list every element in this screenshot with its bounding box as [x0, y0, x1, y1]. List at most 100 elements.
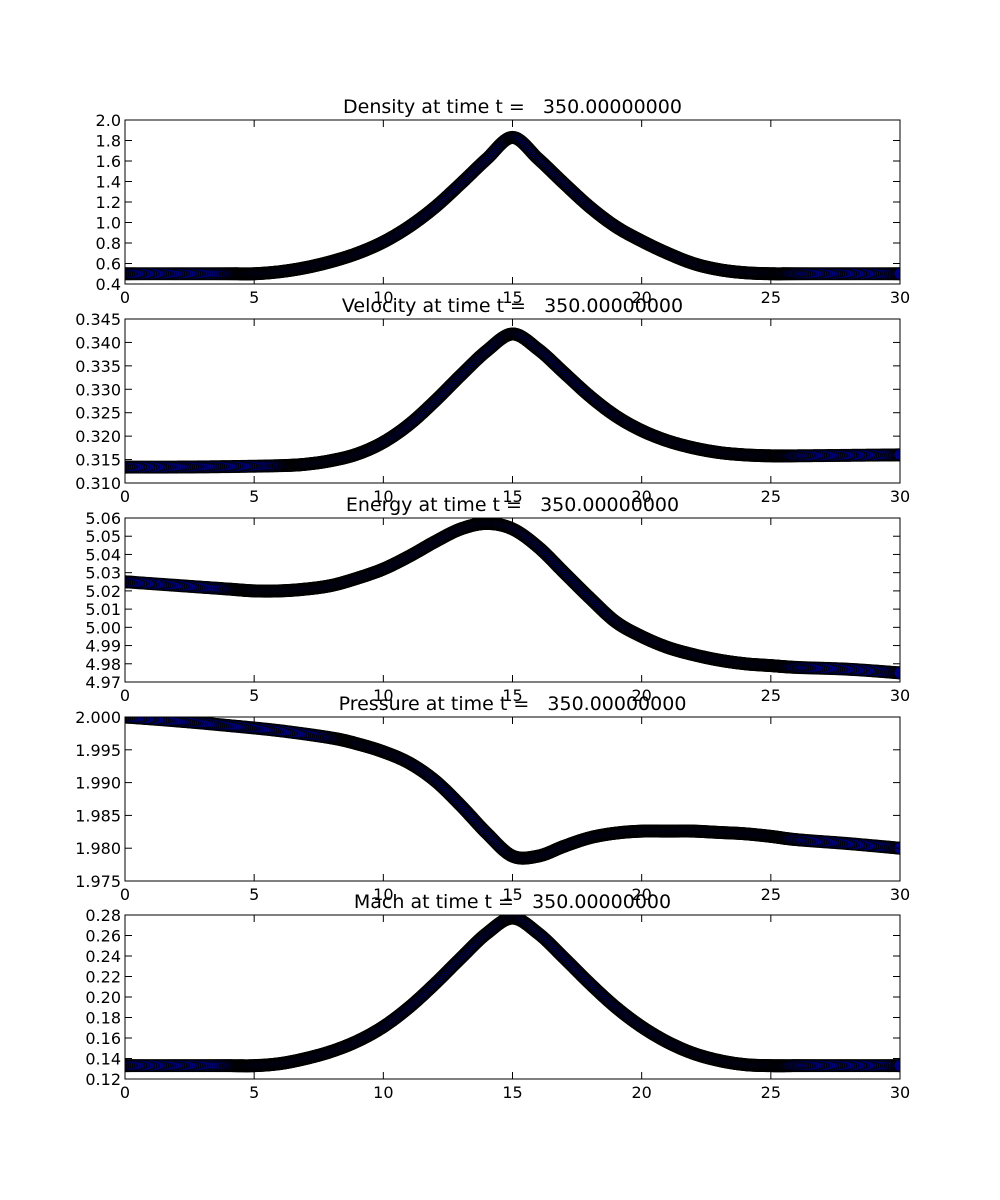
x-tick-label: 0: [120, 885, 130, 904]
x-tick-label: 25: [761, 885, 781, 904]
y-tick-label: 1.4: [96, 173, 121, 192]
y-tick-label: 0.340: [75, 333, 121, 352]
velocity-title: Velocity at time t = 350.00000000: [342, 295, 683, 317]
energy-series: [125, 518, 900, 680]
y-tick-label: 5.02: [85, 582, 121, 601]
y-tick-label: 1.8: [96, 132, 121, 151]
y-tick-label: 1.975: [75, 872, 121, 891]
x-tick-label: 5: [249, 487, 259, 506]
x-tick-label: 20: [631, 686, 651, 705]
y-tick-label: 1.995: [75, 741, 121, 760]
pressure-series: [125, 717, 900, 865]
y-tick-label: 0.310: [75, 474, 121, 493]
x-tick-label: 25: [761, 686, 781, 705]
x-tick-label: 5: [249, 686, 259, 705]
mach-title: Mach at time t = 350.00000000: [354, 891, 671, 913]
y-tick-label: 5.05: [85, 527, 121, 546]
x-tick-label: 10: [373, 885, 393, 904]
x-tick-label: 25: [761, 288, 781, 307]
x-tick-label: 20: [631, 288, 651, 307]
y-tick-label: 1.6: [96, 152, 121, 171]
y-tick-label: 0.22: [85, 968, 121, 987]
density-subplot: 0 5 10 15 20 25 30 0.40.6 0.81.0 1.21.4 1.61.8 2.0 D…: [96, 96, 911, 307]
y-tick-label: 2.0: [96, 111, 121, 130]
y-tick-label: 5.04: [85, 545, 121, 564]
data-point: [893, 1059, 900, 1073]
velocity-subplot: 0 5 10 15 20 25 30 0.310 0.315 0.320 0.325 0.330 0.3…: [75, 295, 910, 506]
data-point: [893, 267, 900, 281]
energy-axes-frame: [124, 517, 901, 683]
y-tick-label: 4.98: [85, 655, 121, 674]
x-tick-label: 15: [502, 288, 522, 307]
x-tick-label: 30: [890, 288, 910, 307]
x-tick-label: 30: [890, 487, 910, 506]
y-tick-label: 0.20: [85, 988, 121, 1007]
y-tick-label: 0.325: [75, 404, 121, 423]
x-tick-label: 10: [373, 288, 393, 307]
y-tick-label: 5.00: [85, 618, 121, 637]
y-tick-label: 0.6: [96, 255, 121, 274]
density-title: Density at time t = 350.00000000: [343, 96, 682, 118]
x-tick-label: 5: [249, 288, 259, 307]
y-tick-label: 0.14: [85, 1050, 121, 1069]
y-tick-label: 1.0: [96, 214, 121, 233]
y-tick-label: 4.99: [85, 637, 121, 656]
y-tick-label: 0.12: [85, 1070, 121, 1089]
density-series: [125, 130, 900, 281]
x-tick-label: 0: [120, 487, 130, 506]
x-tick-label: 15: [502, 686, 522, 705]
x-tick-label: 30: [890, 686, 910, 705]
x-tick-label: 20: [631, 487, 651, 506]
y-tick-label: 0.4: [96, 275, 121, 294]
mach-series: [125, 915, 900, 1073]
x-tick-label: 10: [373, 487, 393, 506]
x-tick-label: 30: [890, 885, 910, 904]
y-tick-label: 0.26: [85, 927, 121, 946]
x-tick-label: 25: [761, 1083, 781, 1102]
y-tick-label: 0.335: [75, 357, 121, 376]
energy-title: Energy at time t = 350.00000000: [346, 494, 679, 516]
x-tick-label: 10: [373, 686, 393, 705]
y-tick-label: 0.315: [75, 451, 121, 470]
y-tick-label: 5.06: [85, 509, 121, 528]
x-tick-label: 0: [120, 686, 130, 705]
mach-axes-frame: [124, 914, 901, 1080]
y-tick-label: 0.8: [96, 234, 121, 253]
x-tick-label: 0: [120, 288, 130, 307]
x-tick-label: 25: [761, 487, 781, 506]
x-tick-label: 30: [890, 1083, 910, 1102]
x-tick-label: 5: [249, 885, 259, 904]
x-tick-label: 10: [373, 1083, 393, 1102]
y-tick-label: 5.03: [85, 564, 121, 583]
velocity-series: [125, 327, 900, 474]
pressure-subplot: 0 5 10 15 20 25 30 1.975 1.980 1.985 1.990 1.995 2.0…: [75, 693, 910, 904]
x-tick-label: 20: [631, 1083, 651, 1102]
y-tick-label: 0.24: [85, 947, 121, 966]
x-tick-label: 20: [631, 885, 651, 904]
x-tick-label: 15: [502, 885, 522, 904]
density-axes-frame: [124, 119, 901, 285]
y-tick-label: 2.000: [75, 708, 121, 727]
y-tick-label: 0.16: [85, 1029, 121, 1048]
y-tick-label: 4.97: [85, 673, 121, 692]
y-tick-label: 1.2: [96, 193, 121, 212]
x-tick-label: 0: [120, 1083, 130, 1102]
pressure-title: Pressure at time t = 350.00000000: [339, 693, 687, 715]
y-tick-label: 0.330: [75, 380, 121, 399]
x-tick-label: 5: [249, 1083, 259, 1102]
y-tick-label: 0.28: [85, 906, 121, 925]
y-tick-label: 1.990: [75, 774, 121, 793]
x-tick-label: 15: [502, 1083, 522, 1102]
y-tick-label: 5.01: [85, 600, 121, 619]
y-tick-label: 0.320: [75, 427, 121, 446]
mach-subplot: 0 5 10 15 20 25 30 0.120.14 0.160.18 0.200.22 0.24…: [85, 891, 910, 1102]
energy-subplot: 0 5 10 15 20 25 30 4.974.984.995.005.015.025.03…: [85, 494, 910, 705]
x-tick-label: 15: [502, 487, 522, 506]
y-tick-label: 0.345: [75, 310, 121, 329]
y-tick-label: 0.18: [85, 1009, 121, 1028]
y-tick-label: 1.985: [75, 806, 121, 825]
data-point: [893, 666, 900, 680]
data-point: [893, 448, 900, 462]
y-tick-label: 1.980: [75, 839, 121, 858]
